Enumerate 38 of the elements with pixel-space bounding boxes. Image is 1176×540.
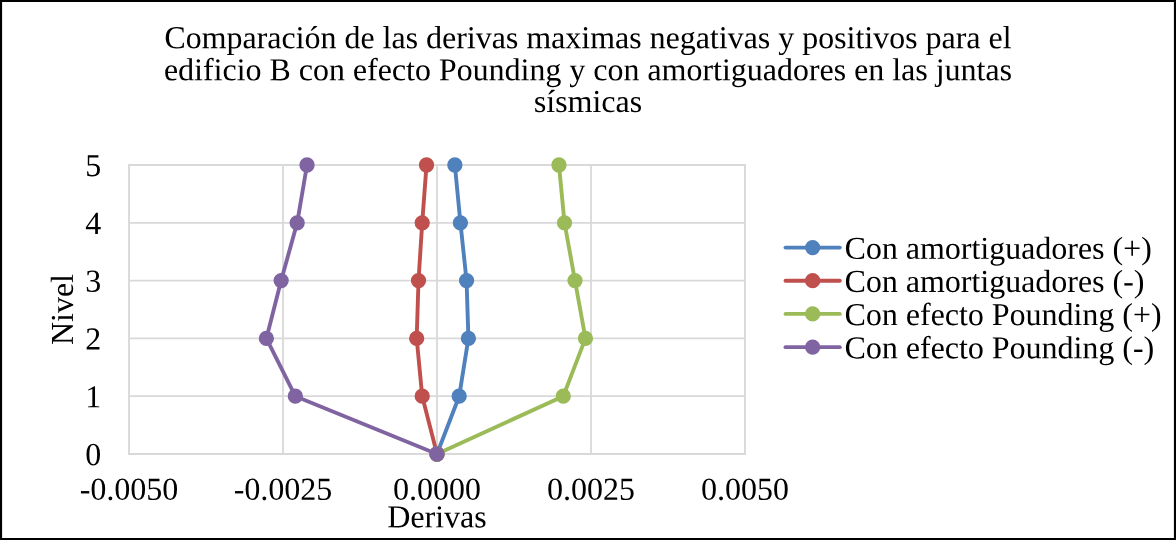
y-tick-label: 4 (85, 212, 101, 234)
legend-label: Con amortiguadores (-) (845, 269, 1144, 299)
legend-label: Con efecto Pounding (+) (845, 302, 1161, 332)
point (555, 388, 571, 404)
y-axis-title: Nivel (50, 274, 74, 345)
point (299, 157, 315, 173)
legend-label: Con amortiguadores (+) (845, 236, 1151, 266)
point (447, 157, 463, 173)
point (409, 330, 425, 347)
x-axis-title: Derivas (388, 506, 486, 528)
point (551, 157, 567, 173)
x-tick-label: -0.0050 (80, 478, 178, 501)
x-tick-label: 0.0025 (548, 478, 634, 501)
point (289, 215, 305, 231)
y-tick-label: 1 (88, 386, 100, 408)
point (273, 272, 289, 289)
point (287, 388, 303, 404)
legend-label: Con efecto Pounding (-) (845, 335, 1153, 366)
x-tick-label: -0.0025 (234, 478, 331, 501)
point (452, 215, 469, 231)
point (567, 272, 583, 289)
y-tick-label: 2 (86, 328, 100, 350)
point (418, 157, 435, 173)
x-tick-label: 0.0050 (702, 478, 788, 501)
point (451, 388, 467, 404)
chart-title: Comparación de las derivas maximas negativas y positivos para el edificio B con efecto Pounding y con amortiguadores en las juntas sísmicas (165, 26, 1011, 113)
point (414, 388, 430, 404)
point (414, 215, 430, 231)
y-tick-label: 5 (87, 155, 100, 177)
x-tick-label: 0.0000 (394, 478, 480, 501)
point (556, 215, 573, 231)
y-tick-label: 0 (86, 443, 100, 466)
point (458, 272, 475, 289)
y-tick-label: 3 (86, 270, 100, 292)
point (258, 330, 275, 347)
point (410, 272, 427, 289)
point (460, 330, 477, 347)
point (577, 330, 594, 347)
